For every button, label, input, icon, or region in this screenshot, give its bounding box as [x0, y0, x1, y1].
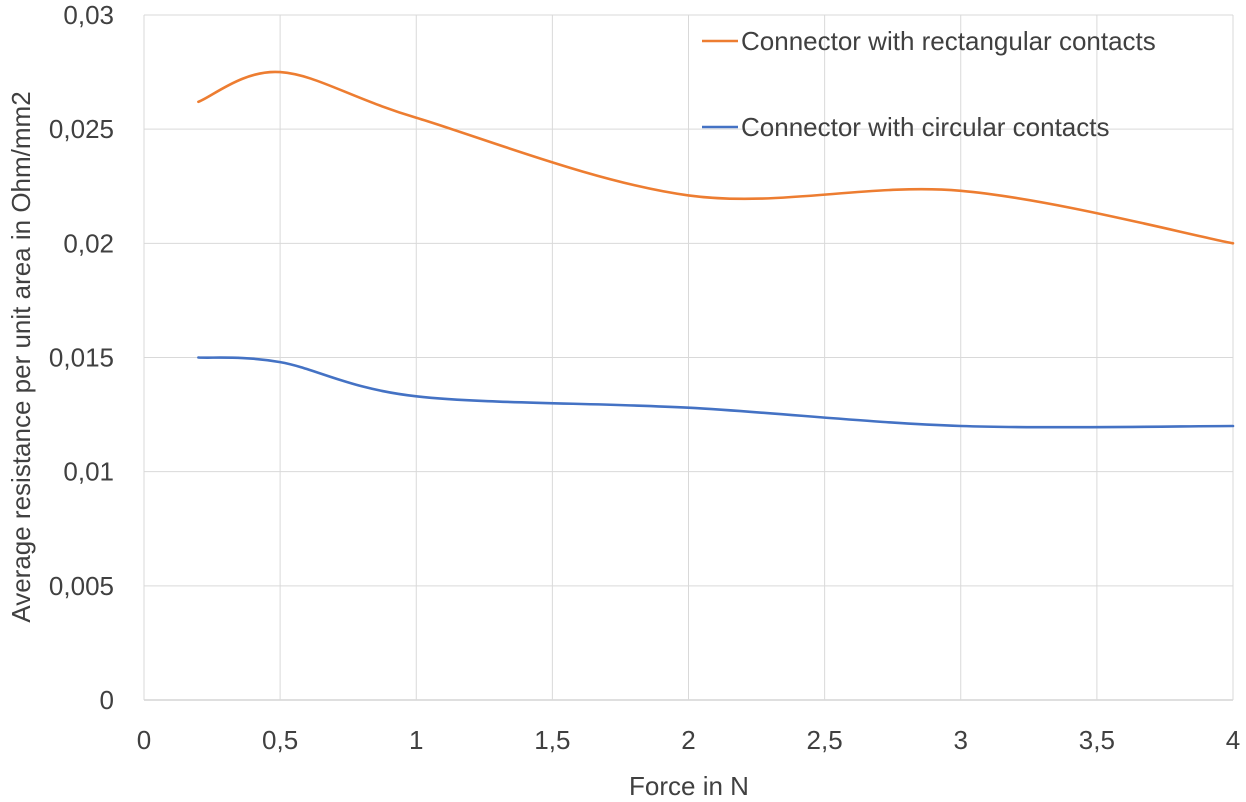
legend-label: Connector with rectangular contacts: [741, 26, 1156, 56]
legend: Connector with rectangular contacts Conne…: [702, 26, 1156, 142]
series-line-rectangular: [197, 70, 1235, 245]
x-axis-ticks: 0 0,5 1 1,5 2 2,5 3 3,5 4: [137, 725, 1240, 755]
y-axis-title: Average resistance per unit area in Ohm/…: [6, 91, 36, 622]
y-tick-label: 0,02: [63, 228, 114, 258]
y-tick-label: 0,01: [63, 457, 114, 487]
y-tick-label: 0,005: [49, 571, 114, 601]
x-tick-label: 2,5: [807, 725, 843, 755]
x-tick-label: 3,5: [1079, 725, 1115, 755]
y-tick-label: 0,015: [49, 343, 114, 373]
x-tick-label: 1,5: [534, 725, 570, 755]
series-lines: [197, 70, 1235, 429]
x-tick-label: 3: [954, 725, 968, 755]
series-line-circular: [197, 356, 1235, 429]
x-tick-label: 0,5: [262, 725, 298, 755]
x-tick-label: 2: [681, 725, 695, 755]
y-tick-label: 0,03: [63, 0, 114, 30]
y-axis-ticks: 0 0,005 0,01 0,015 0,02 0,025 0,03: [49, 0, 114, 715]
gridlines: [143, 14, 1234, 701]
x-tick-label: 4: [1226, 725, 1240, 755]
x-axis-title: Force in N: [629, 771, 749, 801]
y-tick-label: 0,025: [49, 114, 114, 144]
x-tick-label: 0: [137, 725, 151, 755]
x-tick-label: 1: [409, 725, 423, 755]
legend-label: Connector with circular contacts: [741, 112, 1109, 142]
y-tick-label: 0: [100, 685, 114, 715]
